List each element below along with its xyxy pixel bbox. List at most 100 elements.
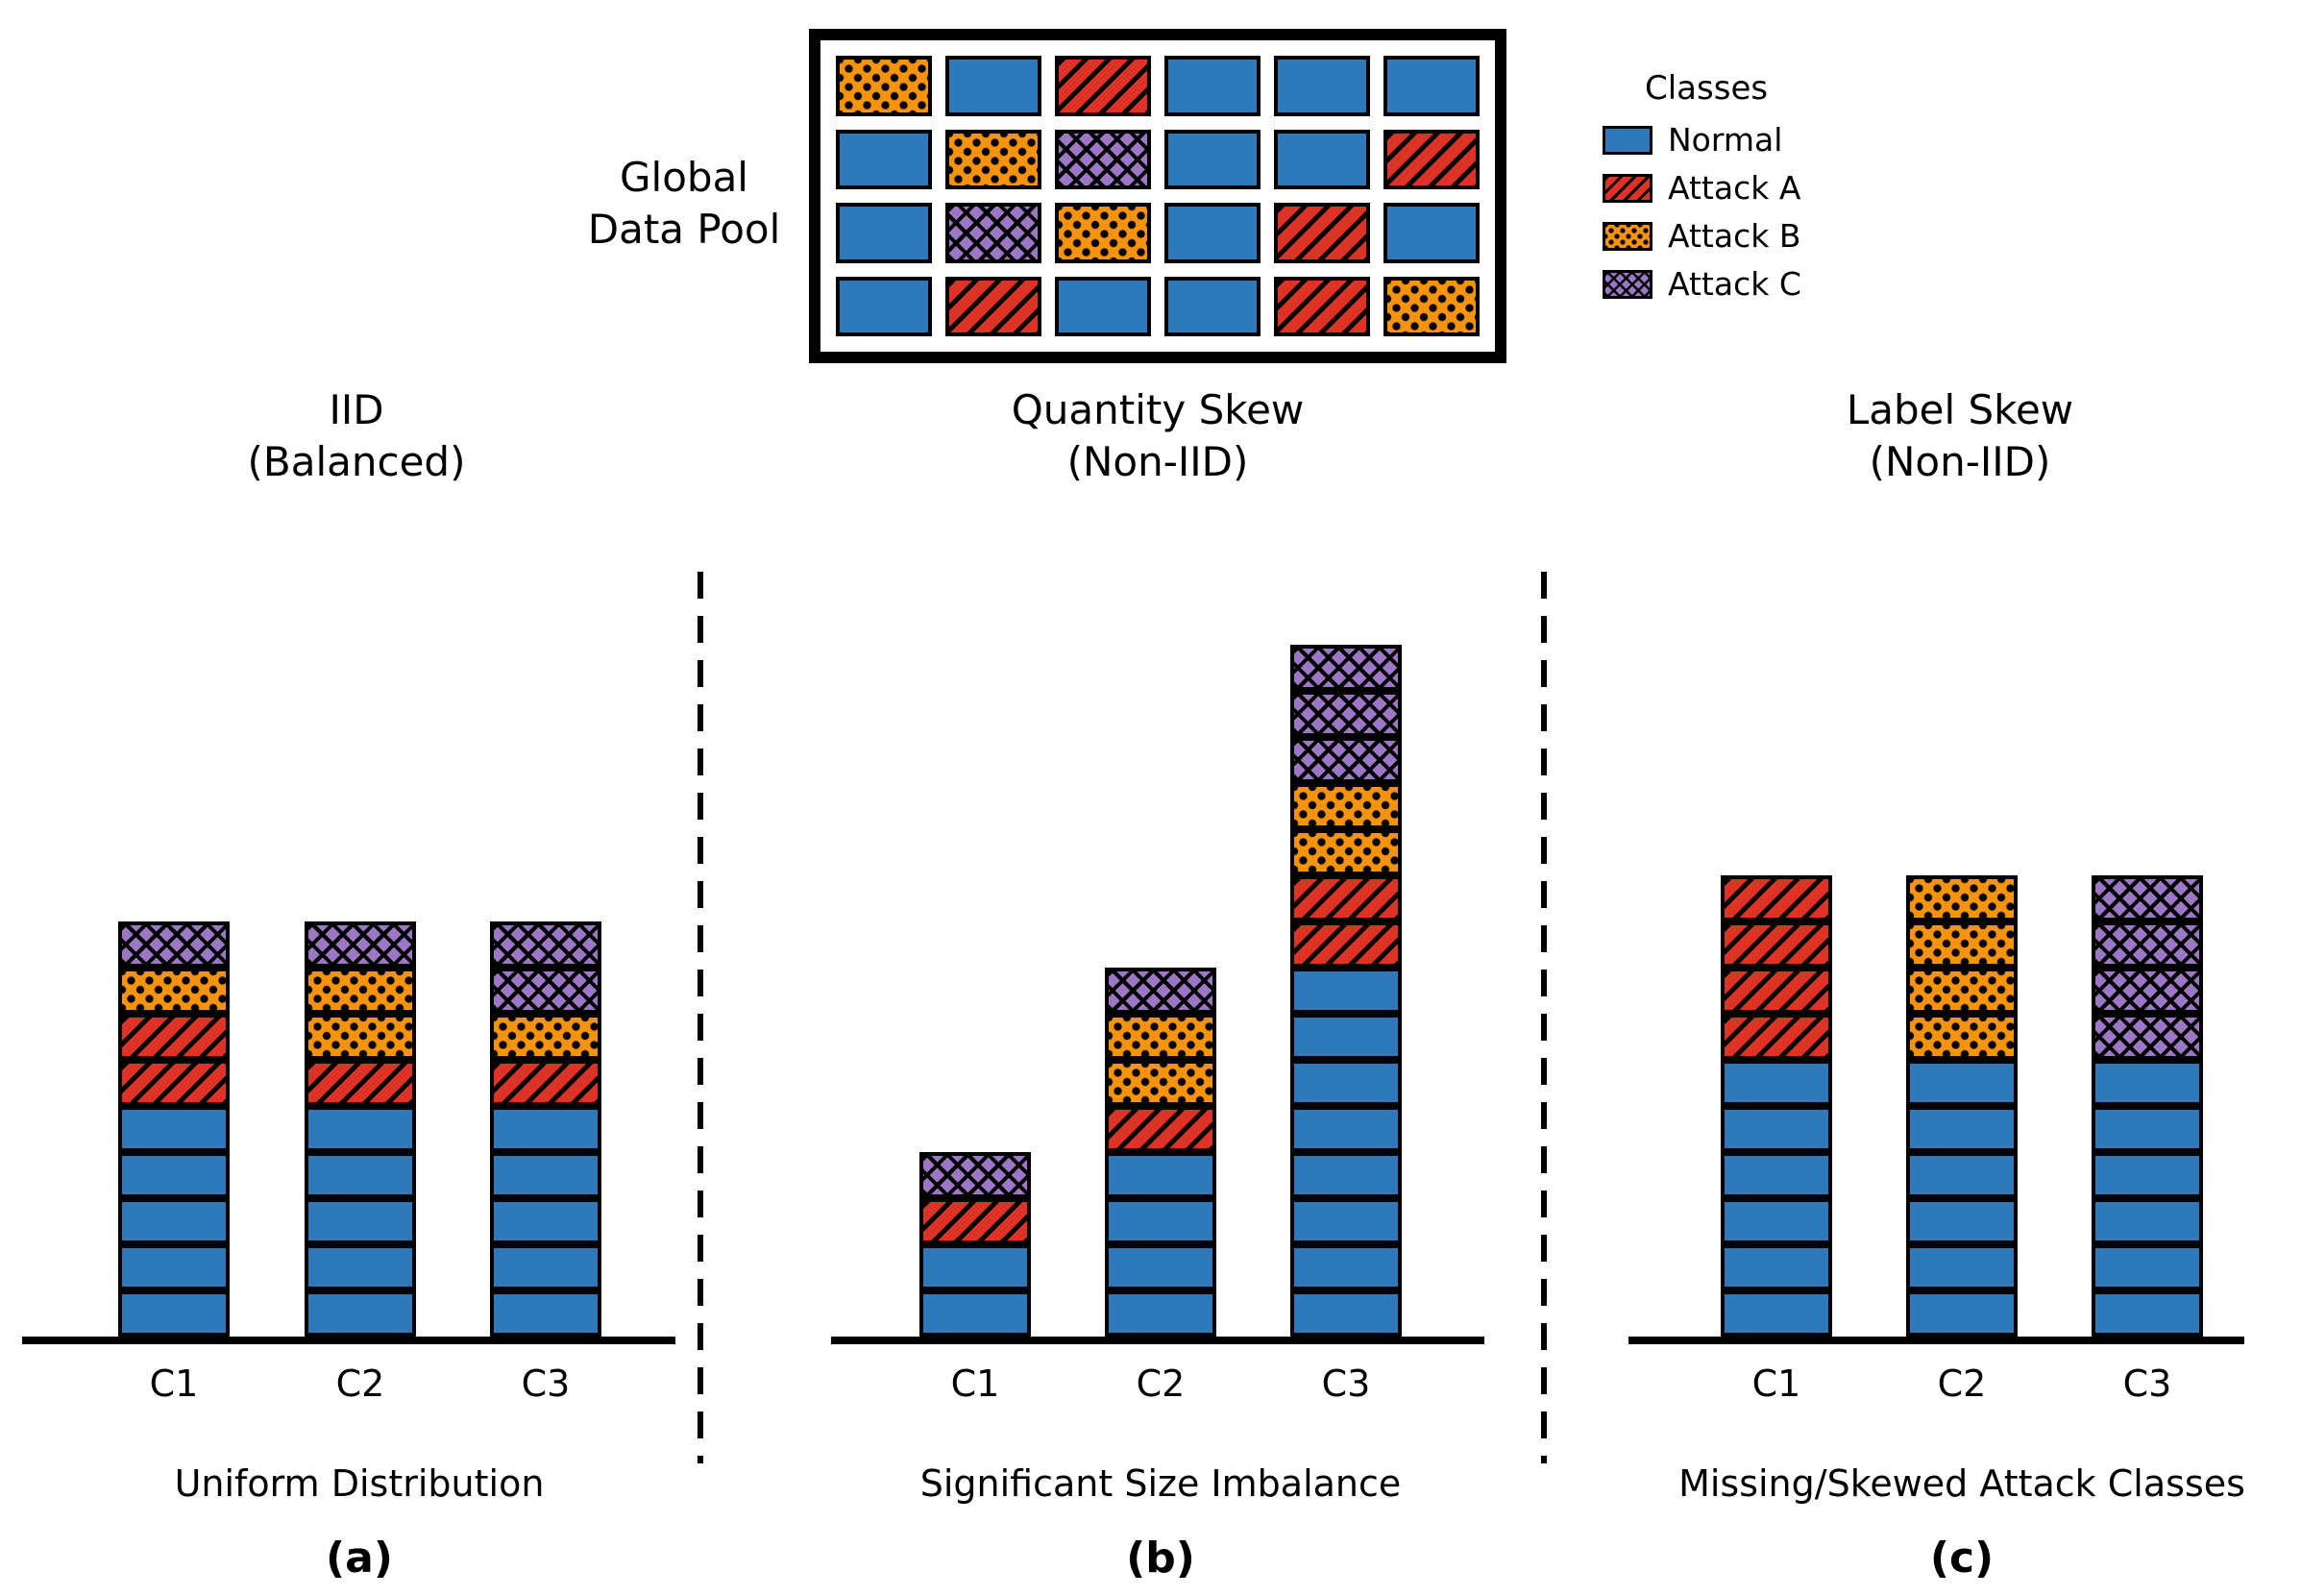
block-normal [118, 1290, 230, 1337]
pool-cell-attack-a [1274, 203, 1370, 263]
pool-label-line-2: Data Pool [587, 206, 781, 253]
block-normal [1721, 1290, 1832, 1337]
block-normal [305, 1290, 416, 1337]
block-normal [2092, 1244, 2203, 1290]
panel-b-title: Quantity Skew (Non-IID) [869, 384, 1446, 488]
block-normal [1906, 1106, 2018, 1152]
pool-cell-attack-a [1274, 276, 1370, 336]
block-normal [1721, 1152, 1832, 1198]
legend-label-attack-b: Attack B [1668, 217, 1801, 255]
block-attack-a [1721, 1014, 1832, 1060]
panel-a-title-line-1: IID [329, 386, 384, 433]
block-attack-c [2092, 1014, 2203, 1060]
block-attack-b [1906, 921, 2018, 968]
panel-c-bar-c1 [1721, 875, 1832, 1337]
block-normal [2092, 1152, 2203, 1198]
panel-a-xlabel-c3: C3 [521, 1363, 571, 1405]
panel-a-xlabel-c1: C1 [149, 1363, 199, 1405]
panel-c-title: Label Skew (Non-IID) [1672, 384, 2248, 488]
pool-cell-normal [1383, 56, 1480, 116]
legend: Classes Normal Attack A Attack B Attack C [1603, 69, 1801, 313]
global-data-pool-label: Global Data Pool [540, 152, 828, 256]
legend-swatch-attack-b [1603, 221, 1652, 251]
block-normal [118, 1198, 230, 1244]
block-normal [1105, 1290, 1216, 1337]
panel-b-bar-c1 [919, 1152, 1031, 1337]
block-attack-c [2092, 921, 2203, 968]
panel-c-caption: Missing/Skewed Attack Classes [1678, 1462, 2245, 1505]
legend-item-attack-c: Attack C [1603, 265, 1801, 303]
pool-cell-normal [1383, 203, 1480, 263]
block-attack-a [1721, 968, 1832, 1014]
panel-a-title: IID (Balanced) [68, 384, 645, 488]
legend-swatch-normal [1603, 125, 1652, 155]
block-normal [490, 1198, 601, 1244]
panel-b-axis [831, 1337, 1484, 1344]
panel-b-tag: (b) [1126, 1534, 1195, 1583]
block-normal [1906, 1198, 2018, 1244]
block-normal [919, 1290, 1031, 1337]
panel-b-xlabel-c2: C2 [1136, 1363, 1186, 1405]
panel-c-bar-c2 [1906, 875, 2018, 1337]
panel-a-tag: (a) [326, 1534, 393, 1583]
panel-a-bar-c3 [490, 921, 601, 1337]
block-attack-a [118, 1014, 230, 1060]
pool-cell-normal [1164, 276, 1261, 336]
block-normal [490, 1106, 601, 1152]
block-attack-c [490, 968, 601, 1014]
block-normal [305, 1244, 416, 1290]
block-normal [2092, 1106, 2203, 1152]
block-attack-a [1721, 921, 1832, 968]
block-attack-a [1721, 875, 1832, 921]
legend-item-normal: Normal [1603, 121, 1801, 159]
pool-cell-normal [836, 276, 932, 336]
block-normal [490, 1152, 601, 1198]
block-normal [1906, 1244, 2018, 1290]
legend-swatch-attack-a [1603, 173, 1652, 203]
pool-cell-attack-b [836, 56, 932, 116]
block-normal [1906, 1152, 2018, 1198]
block-attack-a [919, 1198, 1031, 1244]
pool-cell-normal [1274, 56, 1370, 116]
global-data-pool-grid [836, 56, 1480, 336]
block-attack-c [1290, 645, 1402, 691]
block-attack-c [1105, 968, 1216, 1014]
block-normal [1290, 1152, 1402, 1198]
block-normal [1290, 1290, 1402, 1337]
legend-swatch-attack-c [1603, 269, 1652, 299]
legend-label-attack-a: Attack A [1668, 169, 1801, 207]
panel-a-axis [22, 1337, 675, 1344]
panel-a-title-line-2: (Balanced) [247, 438, 466, 485]
pool-cell-attack-b [945, 129, 1041, 189]
panel-c-bar-c3 [2092, 875, 2203, 1337]
block-normal [1290, 968, 1402, 1014]
legend-title: Classes [1645, 69, 1769, 108]
pool-cell-normal [1274, 129, 1370, 189]
panel-b-xlabel-c3: C3 [1321, 1363, 1371, 1405]
block-attack-a [490, 1060, 601, 1106]
legend-item-attack-a: Attack A [1603, 169, 1801, 207]
block-attack-b [305, 1014, 416, 1060]
panel-c-xlabel-c3: C3 [2122, 1363, 2172, 1405]
block-attack-a [305, 1060, 416, 1106]
block-normal [1105, 1198, 1216, 1244]
block-normal [1290, 1014, 1402, 1060]
pool-cell-attack-b [1383, 276, 1480, 336]
panel-b-bar-c3 [1290, 645, 1402, 1337]
panel-a-bar-c1 [118, 921, 230, 1337]
panel-a-bar-c2 [305, 921, 416, 1337]
block-normal [118, 1106, 230, 1152]
block-attack-b [1290, 783, 1402, 829]
block-attack-b [118, 968, 230, 1014]
block-normal [1721, 1244, 1832, 1290]
block-attack-b [1906, 968, 2018, 1014]
block-normal [1290, 1198, 1402, 1244]
block-attack-a [1290, 921, 1402, 968]
panel-b-title-line-2: (Non-IID) [1066, 438, 1249, 485]
block-attack-c [305, 921, 416, 968]
block-normal [490, 1244, 601, 1290]
block-normal [1721, 1060, 1832, 1106]
block-attack-b [1906, 1014, 2018, 1060]
block-normal [919, 1244, 1031, 1290]
